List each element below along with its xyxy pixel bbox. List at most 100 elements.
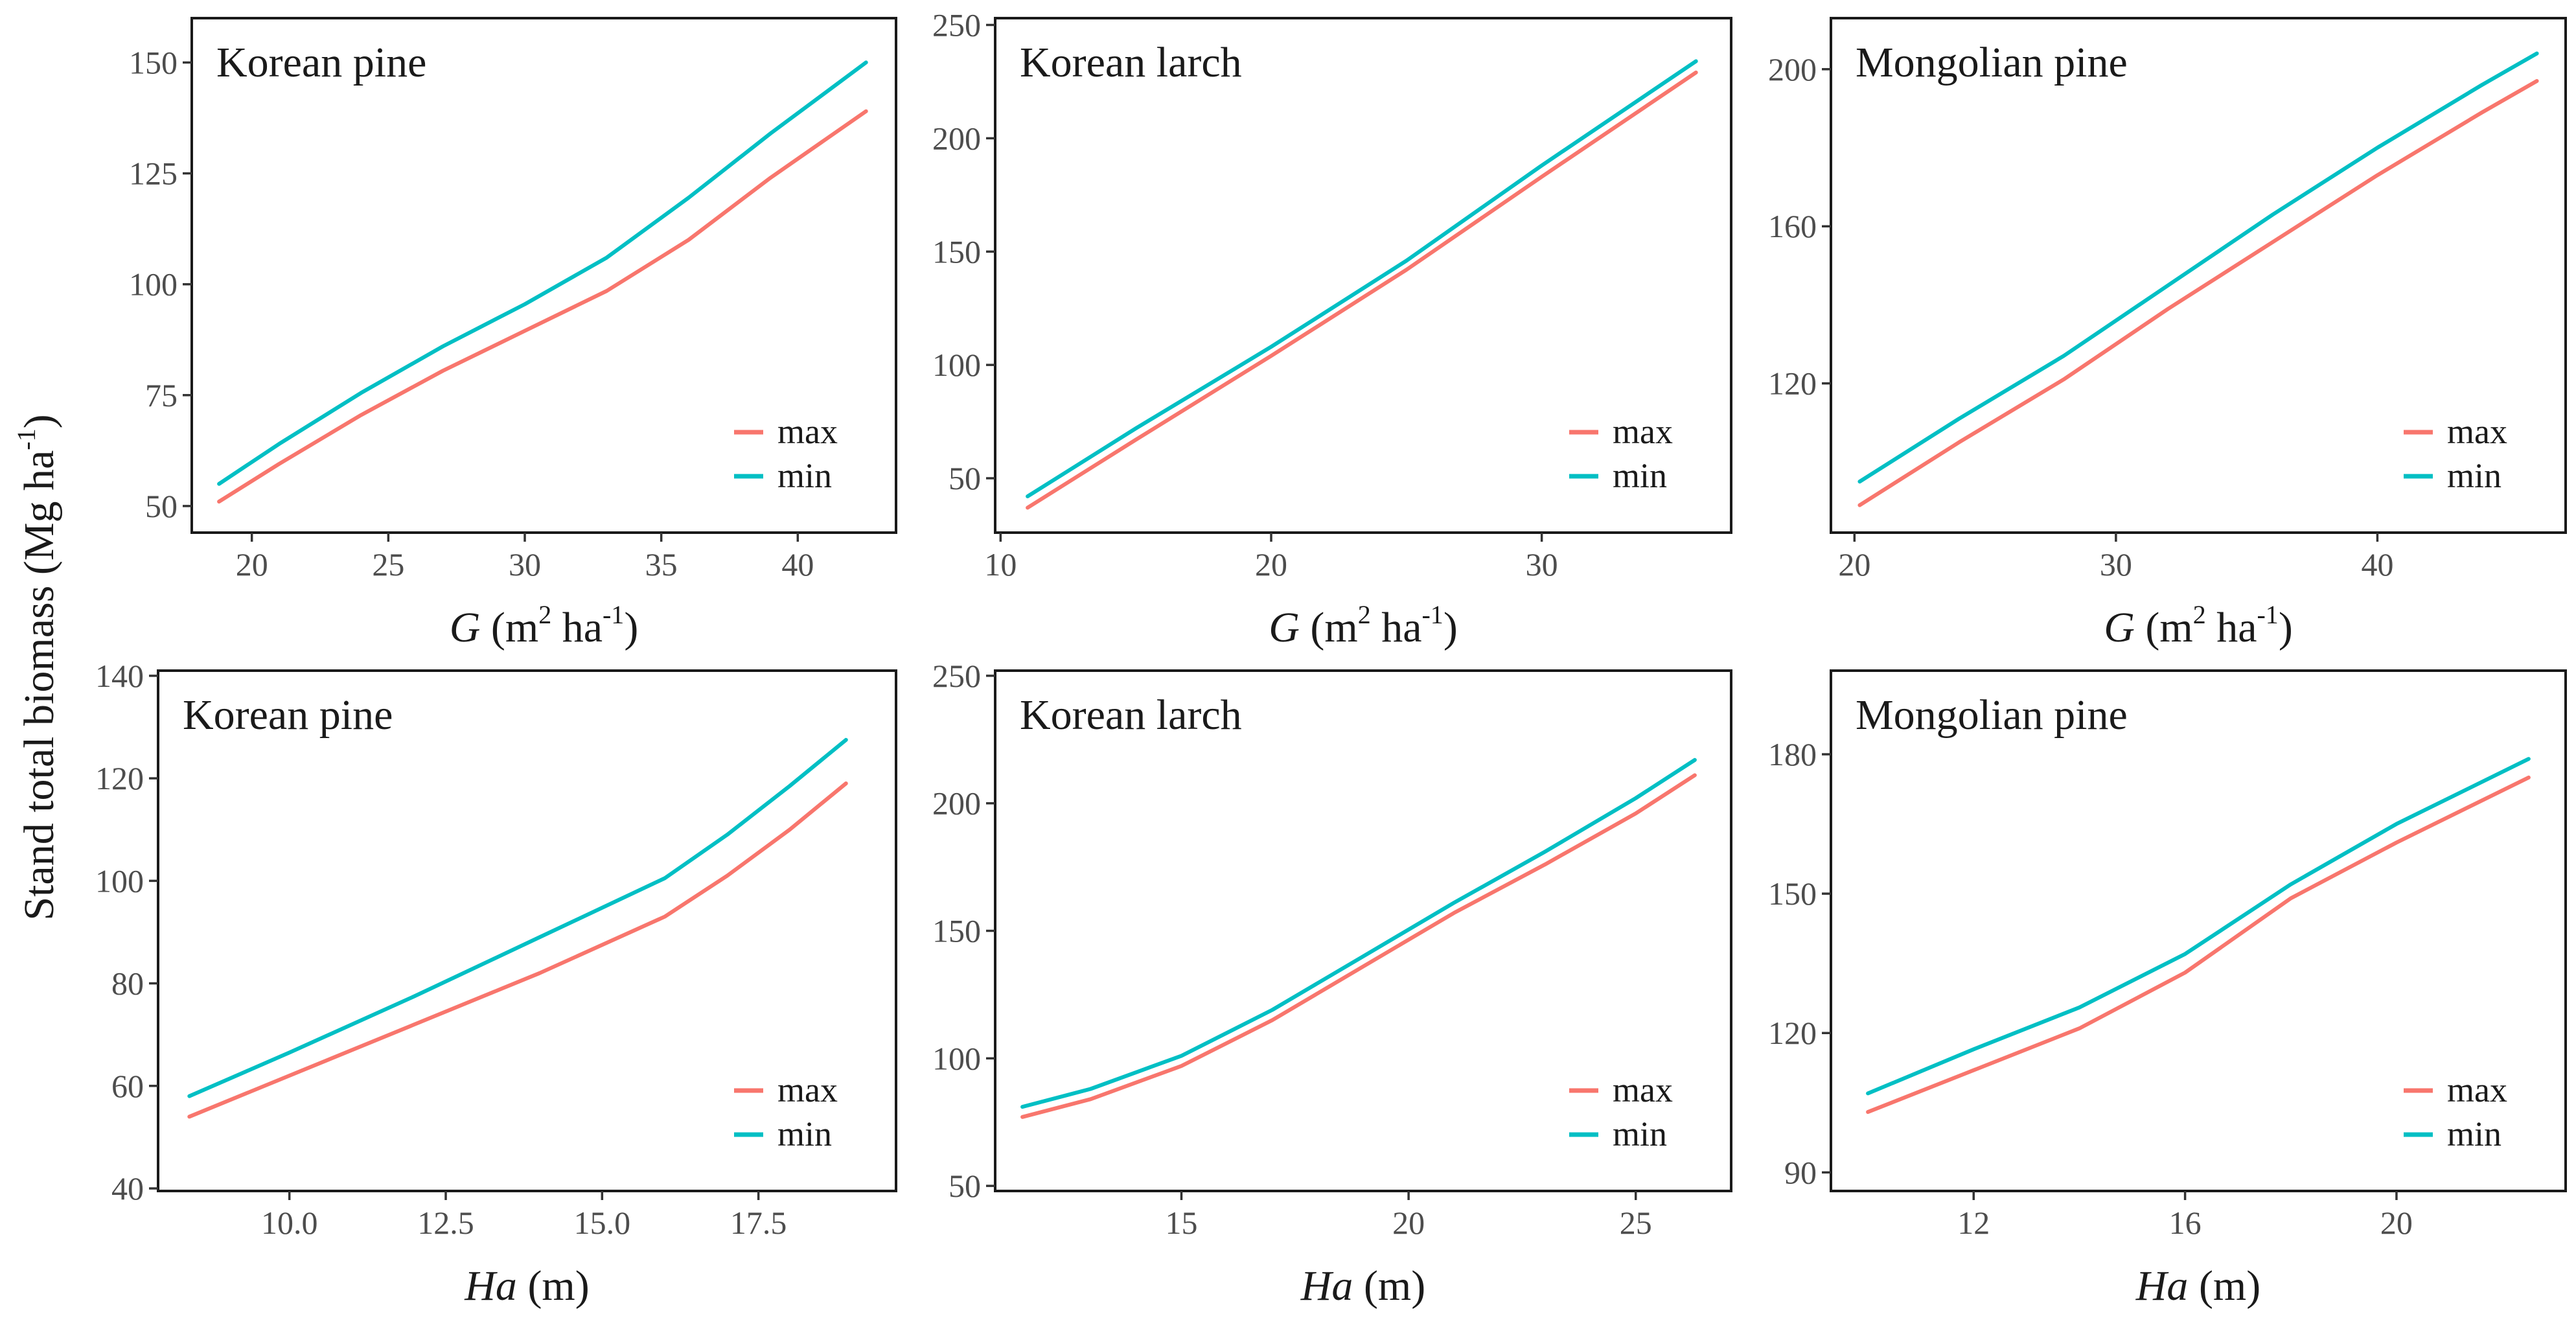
x-axis-title-part: G: [1269, 604, 1300, 651]
legend-label-max: max: [1613, 1070, 1673, 1109]
panel-title: Korean pine: [216, 39, 426, 86]
y-tick-label: 50: [949, 1168, 981, 1204]
y-tick-label: 125: [129, 156, 178, 192]
legend-label-min: min: [1613, 456, 1667, 495]
x-tick-label: 17.5: [730, 1205, 787, 1241]
plot-frame: [157, 669, 897, 1192]
y-tick-label: 150: [129, 44, 178, 80]
chart-panel-3: 20 30 40 120 160 200 Mongolian pine max min G (m2…: [1768, 17, 2567, 651]
x-tick-label: 20: [1255, 546, 1287, 583]
y-axis-title-close: ): [16, 414, 63, 428]
y-tick-label: 120: [1768, 365, 1817, 402]
y-tick-label: 150: [1768, 875, 1817, 912]
series-line-min: [1866, 757, 2531, 1096]
x-tick-label: 10: [984, 546, 1017, 583]
panel-title: Korean larch: [1020, 691, 1242, 739]
x-axis-title-part: ): [624, 604, 638, 651]
chart-panel-4: 10.0 12.5 15.0 17.5 40 60 80 100 120 140 Korean pi…: [95, 658, 897, 1310]
x-tick-label: 10.0: [261, 1205, 318, 1241]
x-axis-title: G (m2 ha-1): [1269, 600, 1458, 651]
y-tick-label: 250: [932, 6, 981, 43]
x-tick-label: 20: [1392, 1205, 1425, 1241]
x-tick-label: 35: [645, 546, 678, 583]
y-tick-label: 100: [932, 347, 981, 383]
y-tick-label: 200: [932, 120, 981, 156]
x-axis-title-part: (m): [517, 1262, 590, 1310]
panel-title: Mongolian pine: [1856, 39, 2128, 86]
x-axis-title-part: -1: [2257, 600, 2278, 629]
x-axis-title-part: -1: [1421, 600, 1443, 629]
y-tick-label: 200: [932, 785, 981, 822]
chart-panel-5: 15 20 25 50 100 150 200 250 Korean larch max min Ha…: [932, 658, 1732, 1310]
x-axis-title-part: 2: [538, 600, 551, 629]
x-tick-label: 12: [1957, 1205, 1990, 1241]
x-tick-label: 16: [2169, 1205, 2202, 1241]
y-tick-label: 120: [95, 760, 144, 796]
series-line-max: [1020, 773, 1697, 1119]
x-axis-title-part: Ha: [2135, 1262, 2189, 1310]
y-tick-label: 150: [932, 233, 981, 270]
plot-frame: [994, 669, 1732, 1192]
series-line-max: [1026, 70, 1698, 510]
x-axis-title-part: 2: [1358, 600, 1371, 629]
x-axis-title-part: ha: [1371, 604, 1422, 651]
x-axis-title-part: (m: [2135, 604, 2193, 651]
legend-label-max: max: [777, 1070, 838, 1109]
x-axis-title: Ha (m): [1300, 1262, 1425, 1310]
legend-label-max: max: [777, 412, 838, 451]
shared-y-axis-title: Stand total biomass (Mg ha-1): [12, 414, 63, 920]
y-tick-label: 100: [129, 266, 178, 303]
plot-frame: [1830, 17, 2567, 534]
series-line-max: [1866, 775, 2531, 1115]
x-tick-label: 30: [1526, 546, 1558, 583]
y-tick-label: 60: [111, 1068, 144, 1104]
y-axis-title-main: Stand total biomass (Mg ha: [16, 450, 63, 921]
panels: 20 25 30 35 40 50 75 100 125 150 Korean pine max min…: [95, 6, 2567, 1310]
x-axis-title-part: ha: [551, 604, 603, 651]
x-axis-title-part: -1: [603, 600, 624, 629]
chart-panel-1: 20 25 30 35 40 50 75 100 125 150 Korean pine max min…: [129, 17, 897, 651]
panel-title: Mongolian pine: [1856, 691, 2128, 739]
legend-label-max: max: [2447, 412, 2507, 451]
x-axis-title-part: 2: [2193, 600, 2206, 629]
y-tick-label: 250: [932, 658, 981, 694]
legend-label-min: min: [777, 1115, 832, 1153]
y-tick-label: 160: [1768, 208, 1817, 244]
plot-frame: [994, 17, 1732, 534]
x-axis-title-part: (m): [1353, 1262, 1425, 1310]
x-axis-title: G (m2 ha-1): [2104, 600, 2293, 651]
x-axis-title-part: (m: [480, 604, 538, 651]
y-tick-label: 100: [932, 1040, 981, 1076]
series-line-min: [1026, 59, 1698, 498]
x-axis-title-part: Ha: [464, 1262, 517, 1310]
x-axis-title-part: ): [1443, 604, 1458, 651]
legend-label-max: max: [2447, 1070, 2507, 1109]
y-tick-label: 200: [1768, 51, 1817, 87]
y-tick-label: 80: [111, 965, 144, 1002]
legend-label-min: min: [777, 456, 832, 495]
x-tick-label: 30: [2100, 546, 2132, 583]
series-line-max: [187, 781, 848, 1119]
legend-label-min: min: [2447, 456, 2501, 495]
y-axis-title-superscript: -1: [12, 428, 41, 450]
legend-label-max: max: [1613, 412, 1673, 451]
x-axis-title-part: (m: [1300, 604, 1358, 651]
y-tick-label: 40: [111, 1170, 144, 1207]
x-axis-title: G (m2 ha-1): [450, 600, 639, 651]
x-axis-title-part: Ha: [1300, 1262, 1353, 1310]
series-line-max: [217, 109, 868, 504]
series-line-min: [187, 737, 848, 1098]
plot-frame: [190, 17, 897, 534]
y-tick-label: 150: [932, 913, 981, 949]
x-tick-label: 30: [509, 546, 541, 583]
x-axis-title: Ha (m): [464, 1262, 589, 1310]
y-tick-label: 140: [95, 658, 144, 694]
x-axis-title-part: ): [2279, 604, 2293, 651]
y-tick-label: 90: [1784, 1154, 1817, 1190]
x-tick-label: 12.5: [417, 1205, 474, 1241]
series-line-min: [1020, 757, 1697, 1109]
series-line-max: [1857, 79, 2539, 507]
y-tick-label: 75: [145, 377, 178, 413]
x-tick-label: 40: [2361, 546, 2393, 583]
